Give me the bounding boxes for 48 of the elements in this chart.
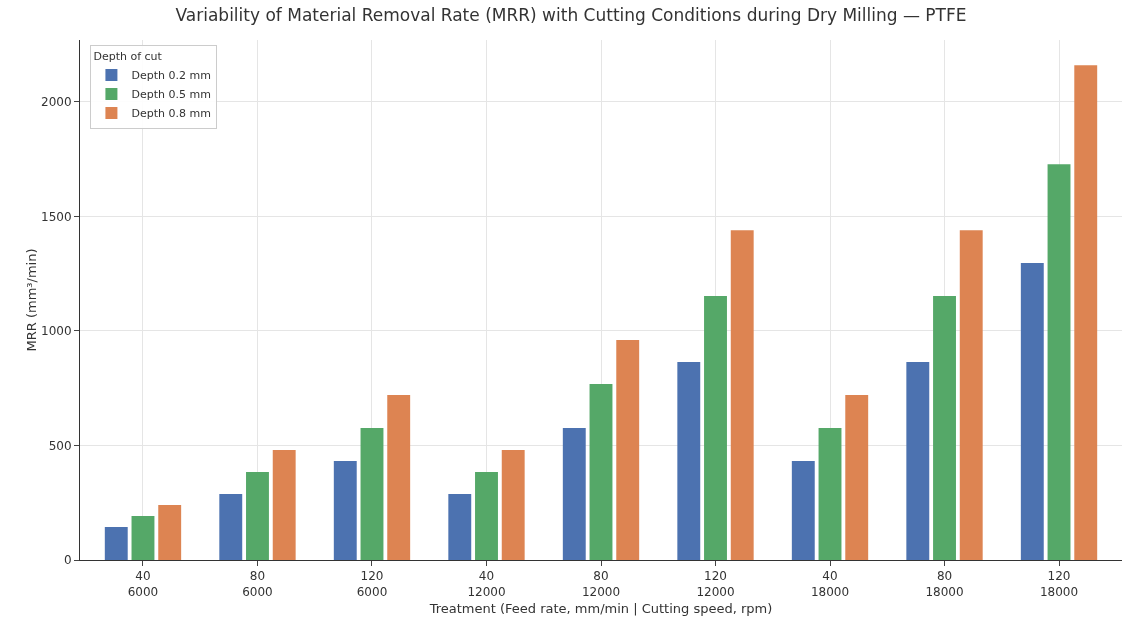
bar (246, 472, 269, 560)
bar (475, 472, 498, 560)
bar (219, 494, 243, 560)
bar (131, 516, 155, 560)
bar (104, 527, 128, 560)
y-tick-label: 1000 (41, 324, 72, 339)
x-tick-label: 120 6000 (356, 569, 388, 599)
bar (387, 395, 411, 560)
x-tick-label: 80 6000 (242, 569, 273, 599)
y-tick-label: 0 (63, 553, 72, 568)
bar (158, 505, 182, 560)
bar (1020, 263, 1044, 560)
bar (562, 428, 586, 560)
bar (704, 296, 727, 560)
legend-title: Depth of cut (93, 50, 163, 64)
bar (360, 428, 384, 560)
legend-label: Depth 0.2 mm (131, 69, 211, 83)
bar (933, 296, 956, 560)
y-axis-title: MRR (mm³/min) (24, 248, 40, 352)
x-tick-label: 120 18000 (1039, 569, 1079, 599)
legend-label: Depth 0.5 mm (131, 88, 211, 102)
bar (333, 461, 357, 560)
bar (677, 362, 701, 560)
bar (616, 340, 640, 560)
x-tick-label: 40 18000 (810, 569, 850, 599)
x-tick-label: 120 12000 (696, 569, 735, 599)
bar (1074, 65, 1098, 560)
y-tick-label: 1500 (41, 209, 72, 224)
y-tick-label: 500 (48, 438, 72, 453)
bar (791, 461, 815, 560)
bar (845, 395, 869, 560)
bar (959, 230, 983, 560)
bar (272, 450, 296, 560)
bar (501, 450, 525, 560)
y-tick-label: 2000 (41, 95, 72, 110)
bar (448, 494, 472, 560)
x-tick-label: 40 6000 (127, 569, 159, 599)
x-tick-label: 80 18000 (925, 569, 964, 599)
x-tick-label: 40 12000 (467, 569, 506, 599)
bar (1047, 164, 1071, 560)
legend-label: Depth 0.8 mm (131, 107, 211, 121)
bar (906, 362, 930, 560)
x-axis-title: Treatment (Feed rate, mm/min | Cutting speed, rpm) (428, 601, 773, 616)
x-tick-label: 80 12000 (581, 569, 621, 599)
chart-title: Variability of Material Removal Rate (MRR) with Cutting Conditions during Dry Milling — PTFE (175, 5, 967, 26)
bar (818, 428, 842, 560)
bar (589, 384, 613, 560)
bar (730, 230, 754, 560)
